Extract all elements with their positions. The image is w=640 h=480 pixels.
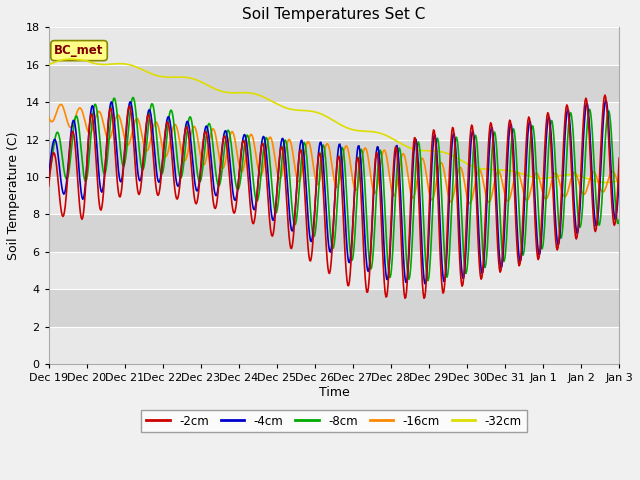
Bar	[49, 65, 619, 102]
Y-axis label: Soil Temperature (C): Soil Temperature (C)	[7, 132, 20, 260]
Bar	[49, 289, 619, 326]
X-axis label: Time: Time	[319, 386, 349, 399]
Bar	[49, 177, 619, 215]
Bar	[49, 140, 619, 177]
Bar	[49, 326, 619, 364]
Bar	[49, 252, 619, 289]
Title: Soil Temperatures Set C: Soil Temperatures Set C	[242, 7, 426, 22]
Legend: -2cm, -4cm, -8cm, -16cm, -32cm: -2cm, -4cm, -8cm, -16cm, -32cm	[141, 410, 527, 432]
Bar	[49, 27, 619, 65]
Bar	[49, 102, 619, 140]
Bar	[49, 215, 619, 252]
Text: BC_met: BC_met	[54, 44, 104, 57]
